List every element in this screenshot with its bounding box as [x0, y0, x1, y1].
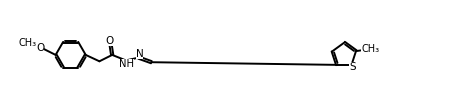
Text: O: O: [36, 43, 44, 53]
Text: N: N: [136, 49, 143, 60]
Text: O: O: [106, 36, 114, 46]
Text: NH: NH: [119, 60, 133, 69]
Text: S: S: [349, 62, 355, 72]
Text: CH₃: CH₃: [18, 38, 36, 48]
Text: CH₃: CH₃: [360, 44, 379, 54]
